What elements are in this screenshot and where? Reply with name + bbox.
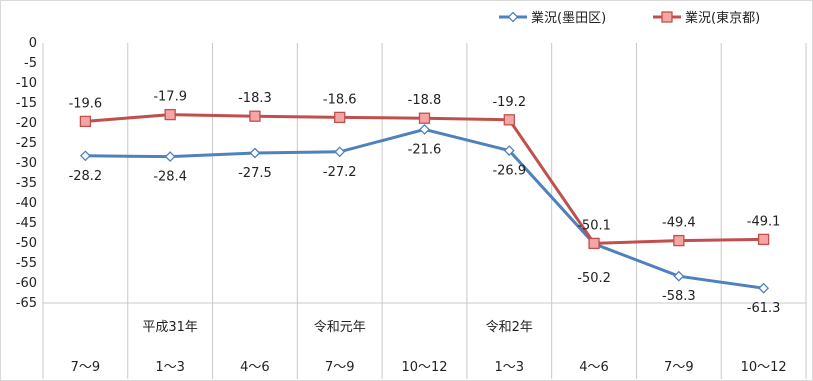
y-tick-label: -35 xyxy=(16,176,37,191)
data-label: -27.2 xyxy=(323,165,357,180)
x-tick-label: 1～3 xyxy=(155,360,185,375)
data-label: -28.2 xyxy=(69,169,103,184)
data-point xyxy=(249,110,261,122)
x-tick-label: 10～12 xyxy=(401,360,447,375)
data-point xyxy=(418,112,431,124)
data-point xyxy=(79,150,91,162)
y-tick-label: -25 xyxy=(16,136,37,151)
data-label: -19.6 xyxy=(69,96,103,111)
data-label: -58.3 xyxy=(662,289,696,304)
y-tick-label: -50 xyxy=(16,236,37,251)
y-tick-label: -30 xyxy=(16,156,37,171)
data-point xyxy=(419,123,430,135)
data-label: -26.9 xyxy=(492,164,526,179)
data-label: -49.4 xyxy=(662,216,696,231)
x-tick-label: 7～9 xyxy=(71,360,101,375)
data-point xyxy=(503,145,515,157)
x-tick-label: 4～6 xyxy=(579,360,609,375)
x-tick-label: 7～9 xyxy=(664,360,694,375)
y-tick-label: -15 xyxy=(16,96,37,111)
data-point xyxy=(503,114,515,126)
data-point xyxy=(588,237,600,250)
y-tick-label: -40 xyxy=(16,196,37,211)
x-tick-label: 4～6 xyxy=(240,360,270,375)
data-label: -49.1 xyxy=(747,214,781,229)
data-point xyxy=(334,146,346,158)
legend-marker xyxy=(507,11,519,23)
x-tick-label: 1～3 xyxy=(495,360,525,375)
data-point xyxy=(758,282,770,294)
y-tick-label: -60 xyxy=(16,276,37,291)
legend-marker xyxy=(661,11,673,23)
data-point xyxy=(673,270,685,282)
data-label: -18.8 xyxy=(408,93,442,108)
data-point xyxy=(334,111,346,124)
data-label: -50.2 xyxy=(577,271,611,286)
data-point xyxy=(164,151,176,163)
data-point xyxy=(673,234,685,247)
data-point xyxy=(164,108,176,121)
data-label: -19.2 xyxy=(492,95,526,110)
data-point xyxy=(249,147,261,159)
y-tick-label: -55 xyxy=(16,256,37,271)
legend-label: 業況(墨田区) xyxy=(531,10,606,26)
data-label: -21.6 xyxy=(408,142,442,157)
y-tick-label: -20 xyxy=(16,116,37,131)
x-group-label: 令和元年 xyxy=(314,320,366,335)
data-label: -18.6 xyxy=(323,92,357,107)
data-label: -18.3 xyxy=(238,91,272,106)
x-tick-label: 7～9 xyxy=(325,360,355,375)
legend-label: 業況(東京都) xyxy=(685,10,760,26)
data-point xyxy=(757,233,770,246)
data-label: -27.5 xyxy=(238,166,272,181)
x-group-label: 平成31年 xyxy=(142,320,198,335)
data-label: -50.1 xyxy=(577,218,611,233)
y-tick-label: -10 xyxy=(16,76,37,91)
y-tick-label: -65 xyxy=(16,296,37,311)
data-label: -28.4 xyxy=(153,170,187,185)
data-point xyxy=(79,115,92,128)
data-label: -17.9 xyxy=(153,90,187,105)
x-group-label: 令和2年 xyxy=(486,320,533,335)
data-label: -61.3 xyxy=(747,301,781,316)
x-tick-label: 10～12 xyxy=(741,360,787,375)
y-tick-label: 0 xyxy=(29,36,37,51)
y-tick-label: -5 xyxy=(24,56,37,71)
y-tick-label: -45 xyxy=(16,216,37,231)
